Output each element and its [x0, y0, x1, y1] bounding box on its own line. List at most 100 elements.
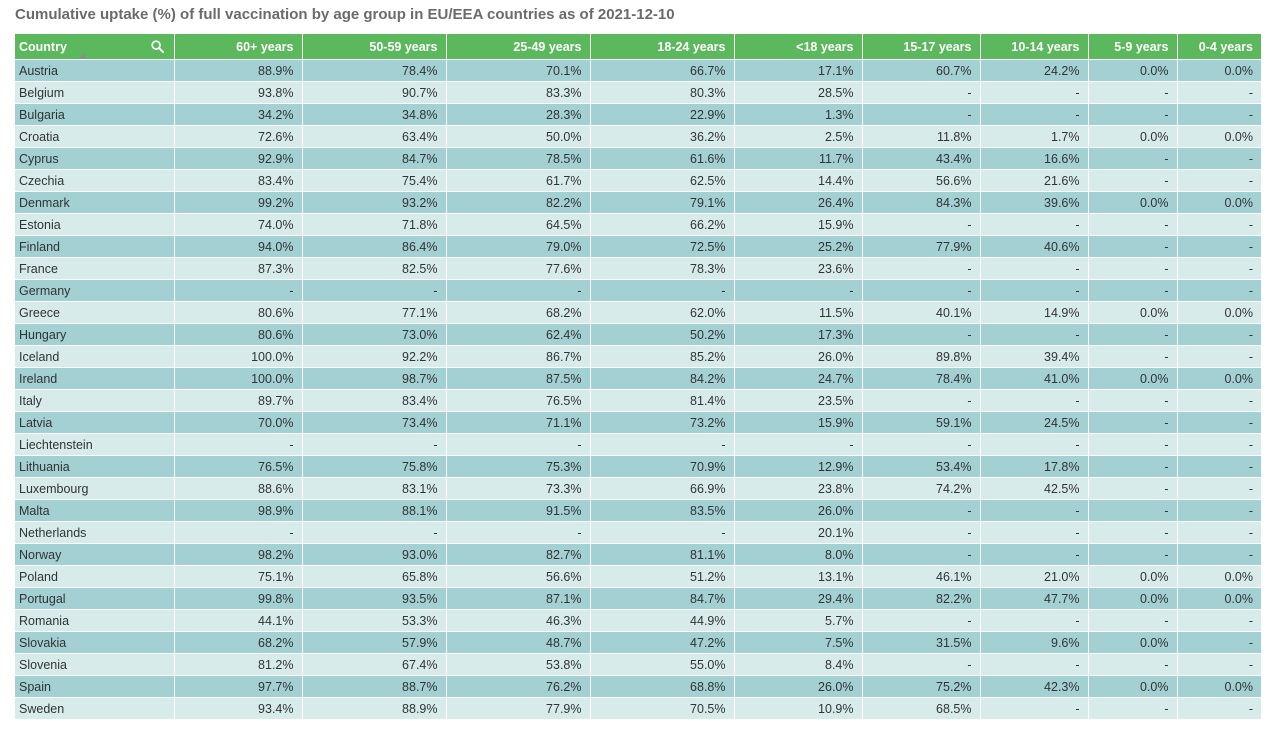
column-header-7[interactable]: 10-14 years: [980, 34, 1089, 60]
table-row: Luxembourg 88.6% 83.1% 73.3% 66.9% 23.8% 74.2%…: [15, 477, 1261, 500]
value-cell: 0.0%: [1177, 125, 1261, 148]
value-cell: -: [446, 433, 591, 456]
value-cell: 65.8%: [302, 565, 447, 588]
value-cell: 14.9%: [980, 301, 1089, 324]
search-icon[interactable]: [150, 40, 164, 53]
value-cell: -: [862, 213, 981, 236]
country-cell: Bulgaria: [15, 103, 175, 126]
value-cell: -: [302, 279, 447, 302]
value-cell: 73.4%: [302, 411, 447, 434]
value-cell: -: [1088, 81, 1178, 104]
value-cell: -: [980, 389, 1089, 412]
value-cell: 0.0%: [1088, 587, 1178, 610]
column-header-4[interactable]: 18-24 years: [590, 34, 735, 60]
table-row: Netherlands - - - -20.1% - - - -: [15, 521, 1261, 544]
table-row: Germany - - - - - - - - -: [15, 279, 1261, 302]
table-row: Greece 80.6% 77.1% 68.2% 62.0% 11.5% 40.1% 14.9…: [15, 301, 1261, 324]
value-cell: 78.4%: [862, 367, 981, 390]
value-cell: -: [1177, 521, 1261, 544]
value-cell: 84.7%: [302, 147, 447, 170]
country-cell: Netherlands: [15, 521, 175, 544]
value-cell: 0.0%: [1088, 301, 1178, 324]
value-cell: -: [862, 81, 981, 104]
table-header-row: Country 60+ years 50-59 years 25-49 years 18…: [15, 34, 1261, 60]
value-cell: 20.1%: [734, 521, 863, 544]
value-cell: -: [1177, 213, 1261, 236]
value-cell: 34.8%: [302, 103, 447, 126]
value-cell: -: [1177, 433, 1261, 456]
value-cell: 53.8%: [446, 653, 591, 676]
column-header-country[interactable]: Country: [15, 34, 175, 60]
table-row: Czechia 83.4% 75.4% 61.7% 62.5% 14.4% 56.6% 21.…: [15, 169, 1261, 192]
value-cell: -: [1088, 235, 1178, 258]
column-header-6[interactable]: 15-17 years: [862, 34, 981, 60]
value-cell: 44.9%: [590, 609, 735, 632]
value-cell: 43.4%: [862, 147, 981, 170]
table-row: Hungary 80.6% 73.0% 62.4% 50.2% 17.3% - - - -: [15, 323, 1261, 346]
value-cell: -: [590, 433, 735, 456]
value-cell: 28.5%: [734, 81, 863, 104]
value-cell: -: [1088, 411, 1178, 434]
value-cell: 39.4%: [980, 345, 1089, 368]
value-cell: 71.1%: [446, 411, 591, 434]
value-cell: 24.7%: [734, 367, 863, 390]
sort-ascending-icon[interactable]: [79, 54, 87, 59]
value-cell: 26.0%: [734, 345, 863, 368]
table-row: Liechtenstein - - - - - - - - -: [15, 433, 1261, 456]
value-cell: -: [1088, 345, 1178, 368]
value-cell: 93.2%: [302, 191, 447, 214]
value-cell: 0.0%: [1177, 367, 1261, 390]
value-cell: 82.2%: [862, 587, 981, 610]
value-cell: 41.0%: [980, 367, 1089, 390]
value-cell: 11.5%: [734, 301, 863, 324]
value-cell: 70.5%: [590, 697, 735, 720]
table-row: Belgium 93.8% 90.7% 83.3% 80.3% 28.5% - - - -: [15, 81, 1261, 104]
value-cell: 53.3%: [302, 609, 447, 632]
value-cell: 0.0%: [1088, 59, 1178, 82]
value-cell: -: [1088, 455, 1178, 478]
value-cell: -: [302, 521, 447, 544]
table-row: Lithuania 76.5% 75.8% 75.3% 70.9% 12.9% 53.4% 1…: [15, 455, 1261, 478]
column-header-3[interactable]: 25-49 years: [446, 34, 591, 60]
column-header-2[interactable]: 50-59 years: [302, 34, 447, 60]
value-cell: -: [1177, 411, 1261, 434]
value-cell: 66.2%: [590, 213, 735, 236]
value-cell: -: [980, 81, 1089, 104]
value-cell: 77.9%: [862, 235, 981, 258]
column-header-9[interactable]: 0-4 years: [1177, 34, 1261, 60]
value-cell: 61.7%: [446, 169, 591, 192]
value-cell: -: [1088, 433, 1178, 456]
value-cell: 11.7%: [734, 147, 863, 170]
value-cell: 81.1%: [590, 543, 735, 566]
value-cell: 75.3%: [446, 455, 591, 478]
value-cell: -: [862, 433, 981, 456]
value-cell: 25.2%: [734, 235, 863, 258]
value-cell: 17.3%: [734, 323, 863, 346]
column-header-8[interactable]: 5-9 years: [1088, 34, 1178, 60]
value-cell: 93.4%: [174, 697, 303, 720]
value-cell: -: [174, 433, 303, 456]
value-cell: 75.8%: [302, 455, 447, 478]
value-cell: 78.5%: [446, 147, 591, 170]
value-cell: 0.0%: [1088, 631, 1178, 654]
value-cell: 64.5%: [446, 213, 591, 236]
value-cell: 26.0%: [734, 675, 863, 698]
value-cell: -: [980, 543, 1089, 566]
value-cell: 23.6%: [734, 257, 863, 280]
column-header-5[interactable]: <18 years: [734, 34, 863, 60]
value-cell: -: [1177, 499, 1261, 522]
country-cell: Liechtenstein: [15, 433, 175, 456]
value-cell: 80.6%: [174, 301, 303, 324]
value-cell: 12.9%: [734, 455, 863, 478]
column-header-1[interactable]: 60+ years: [174, 34, 303, 60]
value-cell: 68.5%: [862, 697, 981, 720]
value-cell: 88.7%: [302, 675, 447, 698]
column-header-label: 5-9 years: [1114, 39, 1169, 54]
value-cell: -: [1177, 609, 1261, 632]
value-cell: -: [1177, 477, 1261, 500]
value-cell: 0.0%: [1177, 675, 1261, 698]
value-cell: 100.0%: [174, 367, 303, 390]
value-cell: 71.8%: [302, 213, 447, 236]
column-header-label: 18-24 years: [657, 39, 726, 54]
table-body: Austria 88.9% 78.4% 70.1% 66.7% 17.1% 60.7% 24.…: [15, 59, 1261, 720]
